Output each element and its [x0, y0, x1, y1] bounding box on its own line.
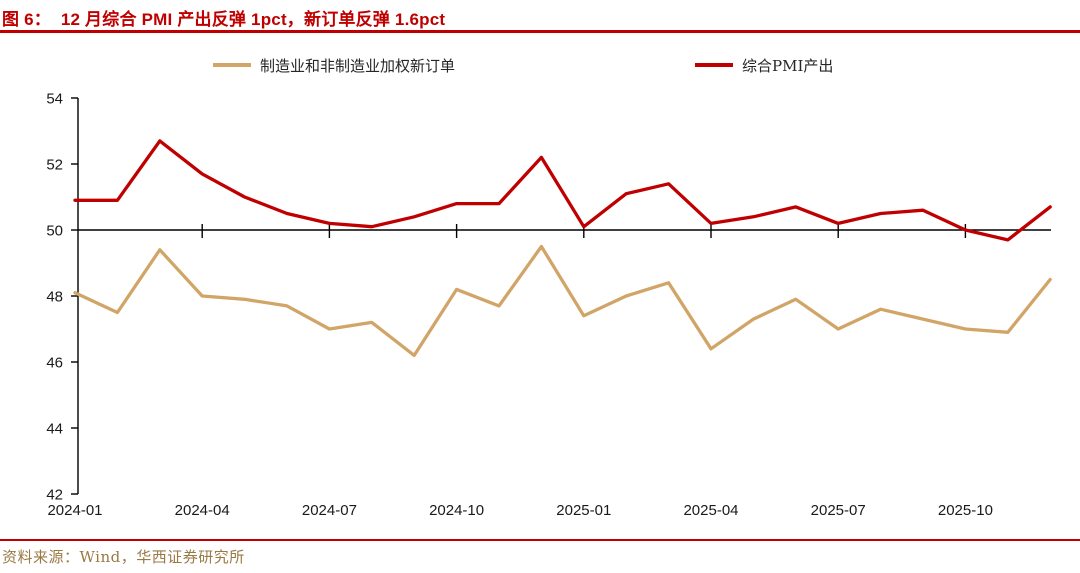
- source-note: 资料来源：Wind，华西证券研究所: [2, 548, 245, 566]
- pmi-line-chart: 54 52 50 48 46 44 42 2024-01 2024-04 2024-07 2024-…: [0, 85, 1080, 530]
- new-orders-line: [73, 244, 1052, 358]
- x-axis-tick-label: 2024-04: [175, 502, 230, 519]
- y-axis-tick-label: 52: [46, 157, 63, 174]
- new-orders-line-swatch: [213, 63, 251, 67]
- legend-item-composite-pmi: 综合PMI产出: [695, 55, 833, 75]
- y-axis-tick-label: 46: [46, 355, 63, 372]
- y-axis-tick-label: 44: [46, 421, 63, 438]
- x-axis-tick-label: 2024-01: [47, 502, 102, 519]
- composite-pmi-line-swatch: [695, 63, 733, 67]
- chart-legend: 制造业和非制造业加权新订单 综合PMI产出: [0, 55, 1080, 77]
- x-axis-tick-label: 2025-07: [811, 502, 866, 519]
- x-axis-tick-label: 2024-10: [429, 502, 484, 519]
- source-divider: [0, 539, 1080, 541]
- legend-label-composite-pmi: 综合PMI产出: [742, 56, 834, 75]
- y-axis-tick-label: 42: [46, 487, 63, 504]
- x-axis-tick-label: 2025-10: [938, 502, 993, 519]
- x-axis-tick-label: 2024-07: [302, 502, 357, 519]
- y-axis-tick-label: 48: [46, 289, 63, 306]
- x-axis-tick-label: 2025-01: [556, 502, 611, 519]
- y-axis-tick-label: 54: [46, 91, 63, 108]
- title-underline: [0, 30, 1080, 33]
- legend-label-new-orders: 制造业和非制造业加权新订单: [260, 56, 456, 75]
- composite-pmi-line: [73, 139, 1052, 242]
- legend-item-new-orders: 制造业和非制造业加权新订单: [213, 55, 455, 75]
- figure-title: 图 6： 12 月综合 PMI 产出反弹 1pct，新订单反弹 1.6pct: [2, 10, 446, 29]
- y-axis-tick-label: 50: [46, 223, 63, 240]
- x-axis-tick-label: 2025-04: [683, 502, 738, 519]
